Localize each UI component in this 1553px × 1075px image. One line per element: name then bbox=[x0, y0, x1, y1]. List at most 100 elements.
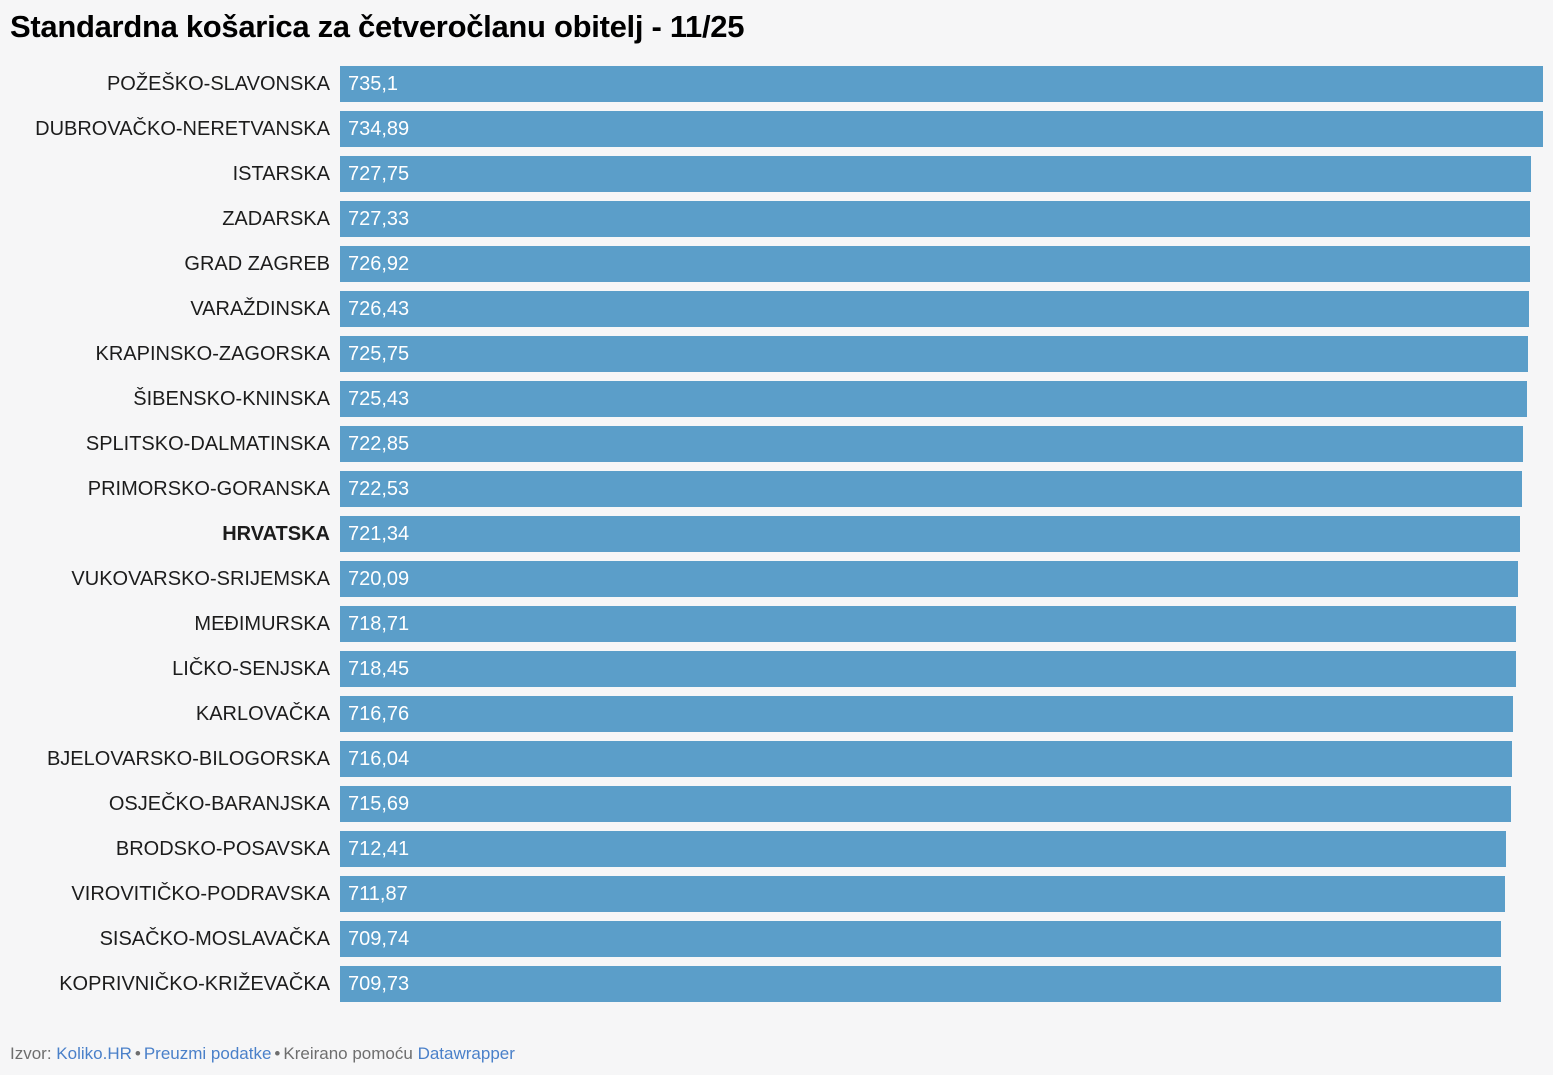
bar: 716,76 bbox=[340, 696, 1513, 733]
bar-value-label: 720,09 bbox=[348, 567, 410, 590]
category-label: VARAŽDINSKA bbox=[190, 297, 330, 320]
source-link[interactable]: Koliko.HR bbox=[56, 1044, 132, 1063]
created-with-text: Kreirano pomoću bbox=[283, 1044, 413, 1063]
bar-value-label: 734,89 bbox=[348, 117, 410, 140]
bar-value-label: 718,45 bbox=[348, 657, 410, 680]
bar-row: ZADARSKA 727,33 bbox=[0, 197, 1543, 242]
bar-track: 718,71 bbox=[340, 606, 1543, 643]
footer-separator: • bbox=[274, 1044, 281, 1063]
bar-row: VIROVITIČKO-PODRAVSKA 711,87 bbox=[0, 872, 1543, 917]
category-label: VIROVITIČKO-PODRAVSKA bbox=[71, 882, 330, 905]
category-label: ISTARSKA bbox=[232, 162, 330, 185]
category-label: KARLOVAČKA bbox=[195, 702, 330, 725]
category-label: ZADARSKA bbox=[222, 207, 330, 230]
bar-row: ISTARSKA 727,75 bbox=[0, 152, 1543, 197]
bar-track: 716,04 bbox=[340, 741, 1543, 778]
bar: 726,92 bbox=[340, 246, 1530, 283]
bar: 716,04 bbox=[340, 741, 1512, 778]
bar-value-label: 725,75 bbox=[348, 342, 410, 365]
chart-footer: Izvor: Koliko.HR • Preuzmi podatke • Kreiran… bbox=[10, 1044, 515, 1064]
bar: 735,1 bbox=[340, 66, 1543, 103]
bar: 721,34 bbox=[340, 516, 1521, 553]
bar: 725,75 bbox=[340, 336, 1528, 373]
bar-track: 712,41 bbox=[340, 831, 1543, 868]
bar-track: 734,89 bbox=[340, 111, 1543, 148]
bar-value-label: 727,33 bbox=[348, 207, 410, 230]
bar-track: 735,1 bbox=[340, 66, 1543, 103]
bar-row: MEĐIMURSKA 718,71 bbox=[0, 602, 1543, 647]
bar-track: 725,75 bbox=[340, 336, 1543, 373]
bar-track: 725,43 bbox=[340, 381, 1543, 418]
bar-row: BRODSKO-POSAVSKA 712,41 bbox=[0, 827, 1543, 872]
bar-row: SPLITSKO-DALMATINSKA 722,85 bbox=[0, 422, 1543, 467]
bar: 712,41 bbox=[340, 831, 1506, 868]
bar: 718,71 bbox=[340, 606, 1517, 643]
bar-value-label: 709,73 bbox=[348, 972, 410, 995]
bar-row: PRIMORSKO-GORANSKA 722,53 bbox=[0, 467, 1543, 512]
bar-row: LIČKO-SENJSKA 718,45 bbox=[0, 647, 1543, 692]
bar-value-label: 725,43 bbox=[348, 387, 410, 410]
bar-row: GRAD ZAGREB 726,92 bbox=[0, 242, 1543, 287]
bar-track: 709,73 bbox=[340, 966, 1543, 1003]
bar: 722,53 bbox=[340, 471, 1523, 508]
bar: 726,43 bbox=[340, 291, 1529, 328]
bar-track: 722,85 bbox=[340, 426, 1543, 463]
bar-value-label: 712,41 bbox=[348, 837, 410, 860]
bar-row: HRVATSKA 721,34 bbox=[0, 512, 1543, 557]
bar-row: BJELOVARSKO-BILOGORSKA 716,04 bbox=[0, 737, 1543, 782]
download-data-link[interactable]: Preuzmi podatke bbox=[143, 1044, 272, 1063]
bar-value-label: 727,75 bbox=[348, 162, 410, 185]
bar: 715,69 bbox=[340, 786, 1512, 823]
bar-track: 726,43 bbox=[340, 291, 1543, 328]
bar-track: 716,76 bbox=[340, 696, 1543, 733]
bar-row: SISAČKO-MOSLAVAČKA 709,74 bbox=[0, 917, 1543, 962]
category-label: PRIMORSKO-GORANSKA bbox=[87, 477, 330, 500]
bar-row: VUKOVARSKO-SRIJEMSKA 720,09 bbox=[0, 557, 1543, 602]
category-label: LIČKO-SENJSKA bbox=[172, 657, 330, 680]
bar-row: KARLOVAČKA 716,76 bbox=[0, 692, 1543, 737]
bar-row: ŠIBENSKO-KNINSKA 725,43 bbox=[0, 377, 1543, 422]
category-label: SPLITSKO-DALMATINSKA bbox=[85, 432, 330, 455]
bar-value-label: 709,74 bbox=[348, 927, 410, 950]
category-label: SISAČKO-MOSLAVAČKA bbox=[99, 927, 330, 950]
bar-value-label: 716,04 bbox=[348, 747, 410, 770]
source-prefix: Izvor: bbox=[10, 1044, 52, 1063]
bar: 709,73 bbox=[340, 966, 1502, 1003]
bar: 720,09 bbox=[340, 561, 1519, 598]
footer-separator: • bbox=[134, 1044, 141, 1063]
bar-value-label: 718,71 bbox=[348, 612, 410, 635]
bar-value-label: 711,87 bbox=[348, 882, 408, 905]
datawrapper-link[interactable]: Datawrapper bbox=[417, 1044, 515, 1063]
bar-row: VARAŽDINSKA 726,43 bbox=[0, 287, 1543, 332]
bar-value-label: 726,43 bbox=[348, 297, 410, 320]
category-label: MEĐIMURSKA bbox=[194, 612, 330, 635]
bar: 718,45 bbox=[340, 651, 1516, 688]
category-label: POŽEŠKO-SLAVONSKA bbox=[106, 72, 330, 95]
bar-track: 715,69 bbox=[340, 786, 1543, 823]
category-label: DUBROVAČKO-NERETVANSKA bbox=[35, 117, 330, 140]
bar-track: 720,09 bbox=[340, 561, 1543, 598]
category-label: VUKOVARSKO-SRIJEMSKA bbox=[71, 567, 330, 590]
bar-value-label: 722,85 bbox=[348, 432, 410, 455]
bar-row: OSJEČKO-BARANJSKA 715,69 bbox=[0, 782, 1543, 827]
bar-row: KRAPINSKO-ZAGORSKA 725,75 bbox=[0, 332, 1543, 377]
bar-track: 709,74 bbox=[340, 921, 1543, 958]
chart-title: Standardna košarica za četveročlanu obit… bbox=[10, 9, 745, 44]
bar: 722,85 bbox=[340, 426, 1523, 463]
bar-chart: POŽEŠKO-SLAVONSKA 735,1 DUBROVAČKO-NERET… bbox=[0, 62, 1553, 1007]
category-label: KOPRIVNIČKO-KRIŽEVAČKA bbox=[59, 972, 330, 995]
bar-track: 718,45 bbox=[340, 651, 1543, 688]
bar-track: 711,87 bbox=[340, 876, 1543, 913]
bar-value-label: 721,34 bbox=[348, 522, 410, 545]
category-label: GRAD ZAGREB bbox=[184, 252, 330, 275]
bar-value-label: 722,53 bbox=[348, 477, 410, 500]
category-label: KRAPINSKO-ZAGORSKA bbox=[95, 342, 331, 365]
bar: 725,43 bbox=[340, 381, 1528, 418]
bar: 709,74 bbox=[340, 921, 1502, 958]
bar-value-label: 726,92 bbox=[348, 252, 410, 275]
category-label: ŠIBENSKO-KNINSKA bbox=[133, 387, 330, 410]
bar-row: KOPRIVNIČKO-KRIŽEVAČKA 709,73 bbox=[0, 962, 1543, 1007]
bar-track: 727,75 bbox=[340, 156, 1543, 193]
bar-track: 722,53 bbox=[340, 471, 1543, 508]
bar: 727,33 bbox=[340, 201, 1531, 238]
